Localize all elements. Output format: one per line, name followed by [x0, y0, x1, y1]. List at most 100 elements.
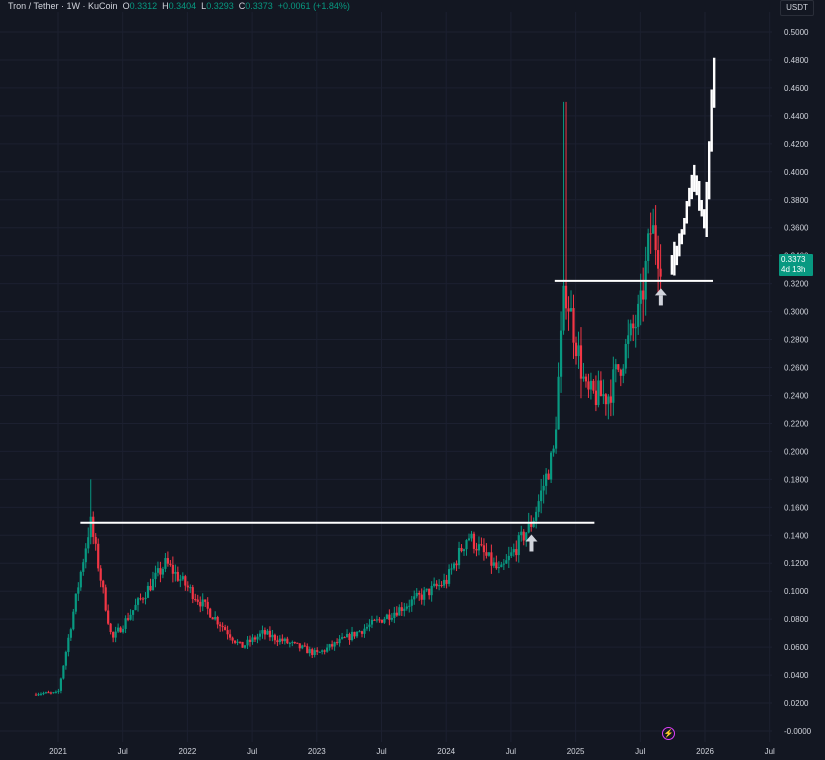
- candle-body: [261, 630, 264, 634]
- candle-body: [647, 233, 650, 261]
- candle-body: [114, 631, 117, 638]
- projection-bar: [675, 245, 679, 266]
- candle-body: [201, 599, 204, 607]
- symbol-label[interactable]: Tron / Tether · 1W · KuCoin: [8, 1, 118, 11]
- candle-body: [134, 604, 137, 611]
- candle-body: [567, 308, 570, 312]
- candle-body: [141, 598, 145, 600]
- candle-body: [512, 549, 515, 553]
- candle-body: [500, 564, 503, 568]
- candle-body: [221, 626, 224, 628]
- candle-body: [154, 572, 157, 580]
- candle-body: [149, 585, 152, 591]
- candle-body: [181, 576, 184, 580]
- candle-body: [146, 585, 150, 598]
- candle-body: [460, 547, 463, 552]
- candle-body: [97, 543, 100, 569]
- projection-bar: [683, 218, 686, 235]
- y-tick-label: 0.3800: [784, 196, 809, 205]
- flash-icon[interactable]: ⚡: [662, 727, 675, 740]
- candle-body: [554, 429, 558, 449]
- candle-body: [629, 323, 632, 336]
- y-tick-label: 0.1200: [784, 559, 809, 568]
- candle-body: [532, 520, 535, 527]
- y-tick-label: 0.3000: [784, 308, 809, 317]
- bar-countdown: 4d 13h: [781, 265, 806, 274]
- candle-body: [176, 571, 179, 581]
- candle-body: [54, 691, 58, 693]
- arrow-up-icon[interactable]: [654, 288, 667, 306]
- projection-bar: [703, 209, 706, 229]
- x-tick-label: Jul: [765, 747, 775, 756]
- candle-body: [313, 650, 316, 655]
- candle-body: [174, 571, 177, 574]
- candle-body: [602, 394, 605, 397]
- y-tick-label: 0.1000: [784, 587, 809, 596]
- candle-body: [517, 535, 520, 556]
- candle-body: [607, 396, 610, 405]
- candle-body: [276, 640, 279, 643]
- candle-body: [107, 610, 110, 624]
- candle-body: [587, 381, 590, 390]
- candle-body: [657, 250, 660, 269]
- candle-body: [627, 335, 630, 344]
- projection-bar: [710, 89, 713, 152]
- candle-body: [410, 599, 413, 606]
- candle-body: [365, 626, 369, 629]
- candle-body: [196, 599, 199, 602]
- x-tick-label: Jul: [376, 747, 386, 756]
- candle-body: [139, 598, 142, 600]
- candle-body: [271, 634, 274, 638]
- candle-body: [559, 330, 563, 377]
- candle-body: [470, 533, 473, 539]
- candle-body: [301, 645, 304, 649]
- candle-body: [378, 619, 381, 621]
- candle-body: [169, 563, 172, 565]
- candle-body: [77, 587, 80, 594]
- candle-body: [550, 452, 553, 480]
- candle-body: [303, 645, 306, 647]
- candle-body: [191, 587, 194, 600]
- candle-body: [94, 536, 97, 544]
- candle-body: [485, 552, 488, 556]
- candle-body: [253, 637, 257, 640]
- candle-body: [408, 605, 411, 607]
- candle-body: [209, 608, 212, 618]
- candle-body: [92, 516, 95, 537]
- candle-body: [84, 548, 87, 563]
- candle-body: [492, 562, 495, 566]
- arrow-up-icon[interactable]: [525, 534, 538, 552]
- candle-body: [564, 285, 568, 309]
- candle-body: [398, 607, 401, 616]
- currency-button[interactable]: USDT: [780, 0, 814, 16]
- candle-body: [450, 568, 453, 570]
- candle-body: [129, 614, 132, 620]
- candle-body: [37, 694, 40, 696]
- candle-body: [547, 473, 550, 480]
- candle-body: [360, 631, 364, 634]
- candle-body: [388, 614, 391, 620]
- projection-bars: [670, 57, 716, 276]
- candle-body: [199, 601, 202, 607]
- candle-body: [462, 549, 466, 552]
- projection-bar: [693, 164, 696, 192]
- candle-body: [159, 568, 162, 575]
- candle-body: [597, 380, 600, 406]
- candle-body: [495, 562, 498, 569]
- y-tick-label: 0.5000: [784, 28, 809, 37]
- close-value: 0.3373: [245, 1, 273, 11]
- candle-body: [659, 268, 662, 277]
- candle-body: [49, 692, 53, 694]
- candle-body: [447, 569, 451, 584]
- candle-body: [82, 562, 85, 572]
- candle-body: [403, 608, 406, 611]
- candle-body: [69, 629, 72, 638]
- candle-body: [505, 560, 508, 564]
- candles: [34, 101, 662, 697]
- projection-bar: [695, 175, 698, 196]
- candle-body: [266, 630, 269, 635]
- candle-body: [577, 345, 580, 357]
- candle-body: [632, 323, 635, 329]
- candle-body: [400, 607, 403, 611]
